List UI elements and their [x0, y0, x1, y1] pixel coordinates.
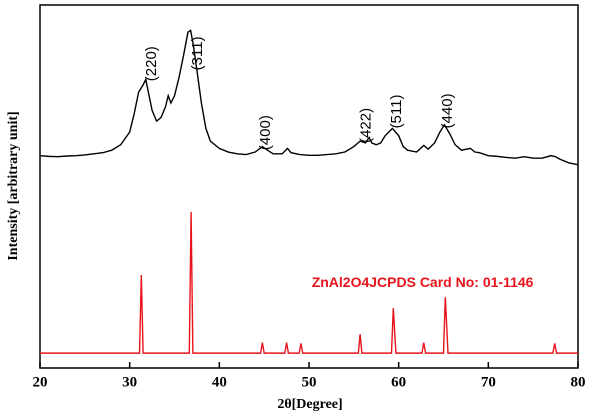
x-tick-label: 20	[33, 374, 48, 390]
data-line	[39, 29, 579, 166]
peak-label: (311)	[189, 36, 206, 70]
peak-label: (400)	[257, 115, 274, 150]
plot-frame	[39, 4, 579, 369]
peak-label: (220)	[143, 46, 160, 81]
peak-label: (422)	[357, 108, 374, 143]
x-tick-label: 70	[481, 374, 496, 390]
y-axis-label: Intensity [arbitrary unit]	[6, 111, 21, 260]
x-axis-label: 2θ[Degree]	[277, 397, 342, 412]
x-tick-label: 60	[391, 374, 406, 390]
x-tick-label: 80	[571, 374, 586, 390]
peak-label: (440)	[439, 93, 456, 128]
legend-label: ZnAl2O4JCPDS Card No: 01-1146	[312, 274, 534, 290]
x-tick-label: 30	[122, 374, 137, 390]
x-tick-label: 40	[212, 374, 227, 390]
peak-label: (511)	[388, 95, 405, 129]
x-tick-label: 50	[302, 374, 317, 390]
data-line	[40, 211, 578, 354]
